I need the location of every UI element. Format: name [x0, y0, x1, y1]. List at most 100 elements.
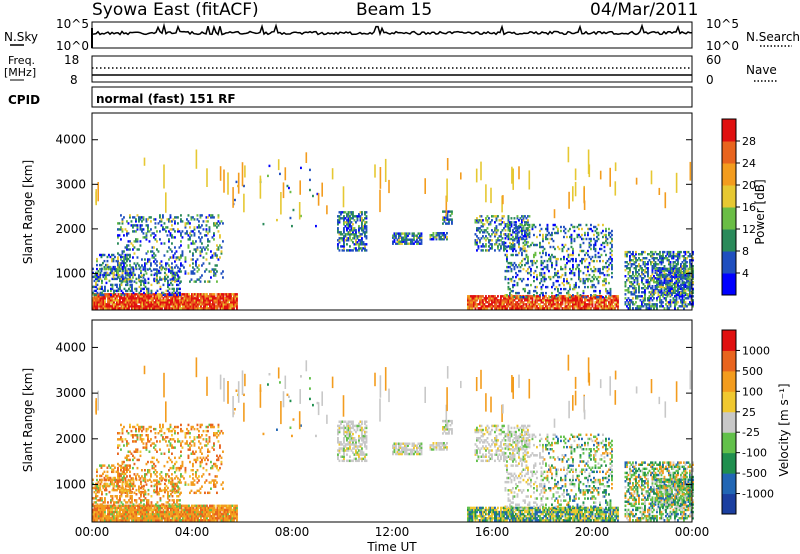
heatmap-cell	[488, 241, 490, 244]
heatmap-cell	[153, 256, 155, 259]
heatmap-cell	[672, 287, 675, 290]
heatmap-cell	[171, 273, 174, 277]
heatmap-cell	[99, 305, 102, 308]
heatmap-cell	[206, 301, 208, 304]
heatmap-cell	[585, 265, 588, 269]
heatmap-cell	[662, 301, 664, 304]
heatmap-cell	[567, 259, 570, 263]
heatmap-cell	[168, 307, 171, 310]
heatmap-cell	[104, 514, 106, 518]
heatmap-cell	[644, 297, 646, 300]
heatmap-cell	[99, 514, 102, 518]
heatmap-cell	[111, 512, 114, 516]
heatmap-cell	[555, 303, 558, 306]
heatmap-cell	[341, 245, 344, 248]
heatmap-cell	[315, 224, 317, 228]
heatmap-cell	[338, 241, 341, 244]
heatmap-cell	[635, 273, 637, 276]
heatmap-cell	[566, 297, 568, 300]
heatmap-cell	[681, 293, 684, 297]
heatmap-cell	[126, 301, 129, 304]
heatmap-cell	[144, 519, 147, 522]
heatmap-cell	[141, 287, 144, 291]
heatmap-cell	[143, 303, 145, 306]
heatmap-cell	[581, 227, 583, 231]
heatmap-cell	[159, 297, 162, 300]
heatmap-cell	[117, 265, 119, 269]
heatmap-cell	[361, 249, 363, 252]
heatmap-cell	[364, 243, 366, 246]
heatmap-cell	[674, 299, 676, 302]
heatmap-cell	[176, 295, 178, 298]
heatmap-cell	[576, 294, 579, 297]
heatmap-cell	[118, 253, 121, 257]
heatmap-cell	[163, 228, 166, 231]
heatmap-cell	[560, 297, 562, 300]
heatmap-cell	[153, 517, 156, 520]
heatmap-cell	[210, 276, 212, 279]
heatmap-cell	[548, 257, 550, 261]
heatmap-cell	[171, 305, 174, 308]
heatmap-cell	[680, 275, 682, 279]
heatmap-cell	[588, 245, 591, 249]
heatmap-cell	[353, 233, 356, 236]
heatmap-cell	[485, 239, 487, 242]
heatmap-cell	[510, 253, 513, 257]
heatmap-cell	[632, 255, 634, 258]
heatmap-cell	[162, 228, 164, 231]
heatmap-cell	[672, 297, 675, 300]
heatmap-cell	[516, 281, 519, 285]
heatmap-cell	[107, 297, 109, 300]
heatmap-cell	[504, 275, 507, 279]
heatmap-cell	[98, 287, 100, 291]
heatmap-cell	[156, 248, 158, 251]
heatmap-cell	[510, 289, 513, 293]
heatmap-cell	[573, 303, 576, 306]
heatmap-cell	[153, 218, 155, 221]
heatmap-cell	[564, 307, 567, 310]
heatmap-cell	[525, 307, 528, 310]
heatmap-cell	[119, 519, 121, 522]
heatmap-cell	[470, 295, 472, 298]
heatmap-cell	[108, 305, 111, 308]
heatmap-cell	[98, 303, 100, 306]
heatmap-cell	[195, 250, 197, 253]
heatmap-cell	[653, 293, 655, 296]
heatmap-cell	[512, 243, 514, 246]
heatmap-cell	[133, 216, 136, 219]
heatmap-cell	[522, 235, 525, 238]
station-title: Syowa East (fitACF)	[92, 0, 259, 20]
heatmap-cell	[525, 283, 528, 287]
heatmap-cell	[519, 249, 522, 252]
heatmap-cell	[515, 253, 517, 257]
heatmap-cell	[563, 235, 565, 239]
heatmap-streak	[237, 172, 240, 194]
heatmap-cell	[393, 240, 396, 243]
heatmap-cell	[192, 305, 195, 308]
heatmap-cell	[191, 295, 193, 298]
heatmap-cell	[206, 303, 208, 306]
heatmap-cell	[573, 285, 576, 289]
heatmap-cell	[203, 297, 205, 300]
heatmap-cell	[578, 285, 580, 289]
heatmap-cell	[605, 237, 607, 241]
heatmap-cell	[642, 297, 645, 300]
heatmap-cell	[594, 253, 597, 257]
heatmap-cell	[522, 241, 525, 245]
heatmap-cell	[506, 305, 508, 308]
heatmap-cell	[480, 225, 483, 228]
heatmap-cell	[93, 297, 96, 300]
heatmap-cell	[555, 263, 558, 267]
heatmap-cell	[177, 301, 180, 304]
heatmap-streak	[342, 186, 345, 208]
heatmap-cell	[596, 296, 598, 299]
heatmap-cell	[213, 303, 216, 306]
heatmap-cell	[130, 280, 133, 283]
heatmap-cell	[445, 222, 447, 225]
heatmap-cell	[560, 301, 562, 304]
heatmap-cell	[344, 221, 347, 224]
heatmap-cell	[662, 257, 664, 260]
heatmap-cell	[635, 253, 637, 256]
heatmap-cell	[442, 222, 444, 225]
heatmap-cell	[446, 212, 449, 215]
